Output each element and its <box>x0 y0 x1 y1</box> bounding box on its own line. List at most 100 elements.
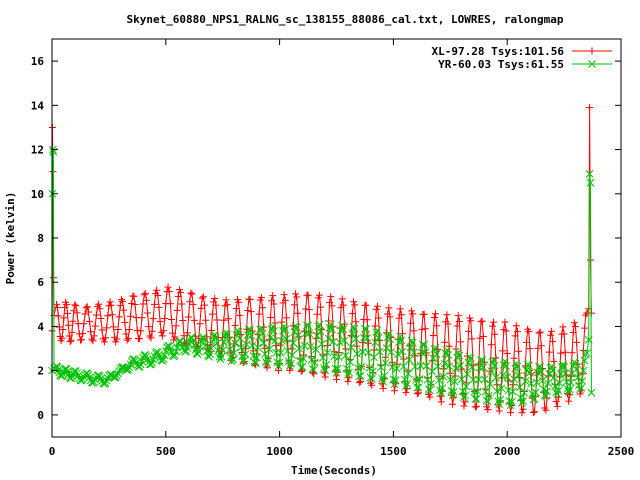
data-point <box>317 340 326 348</box>
data-point <box>55 323 63 331</box>
data-point <box>509 387 517 396</box>
data-point <box>323 348 332 357</box>
data-point <box>303 321 311 330</box>
data-point <box>485 391 493 400</box>
data-point <box>420 340 428 349</box>
data-point <box>95 300 103 308</box>
data-point <box>211 294 219 302</box>
data-point <box>488 322 496 330</box>
data-point <box>270 300 278 308</box>
data-point <box>536 328 544 336</box>
data-point <box>433 362 442 371</box>
data-point <box>363 334 372 342</box>
data-point <box>187 289 195 297</box>
data-point <box>215 352 224 361</box>
data-point <box>538 376 547 385</box>
data-point <box>71 301 79 309</box>
data-point <box>396 305 404 313</box>
data-point <box>280 291 288 299</box>
data-point <box>552 397 560 405</box>
data-point <box>309 366 318 374</box>
data-point <box>265 345 274 353</box>
data-point <box>484 397 492 406</box>
data-point <box>248 341 257 350</box>
data-point <box>84 370 93 379</box>
data-point <box>443 311 451 319</box>
data-point <box>83 303 91 311</box>
data-point <box>580 356 589 365</box>
data-point <box>559 323 567 331</box>
data-point <box>113 335 121 343</box>
data-point <box>491 373 500 382</box>
data-point <box>548 366 557 374</box>
data-point <box>178 300 186 308</box>
data-point <box>515 347 523 355</box>
data-point <box>420 310 428 318</box>
data-point <box>114 326 122 334</box>
data-point <box>78 336 86 344</box>
legend-marker <box>588 60 596 68</box>
data-point <box>499 347 507 355</box>
data-point <box>258 329 267 338</box>
data-point <box>429 332 437 340</box>
data-point <box>127 312 135 320</box>
data-point <box>198 294 206 302</box>
data-point <box>397 336 406 345</box>
data-point <box>381 359 390 367</box>
data-point <box>140 291 148 299</box>
y-tick-label: 0 <box>37 409 44 422</box>
data-point <box>285 362 294 370</box>
data-point <box>185 313 193 321</box>
data-point <box>531 388 540 397</box>
data-point <box>54 312 62 320</box>
data-point <box>577 384 586 392</box>
data-point <box>282 314 290 322</box>
data-point <box>435 376 443 384</box>
data-point <box>137 327 145 335</box>
data-point <box>351 335 360 343</box>
data-point <box>68 328 76 336</box>
data-point <box>573 373 582 382</box>
data-point <box>67 336 75 344</box>
data-point <box>153 348 162 357</box>
data-point <box>414 389 422 397</box>
data-point <box>557 349 565 357</box>
data-point <box>271 319 279 327</box>
data-point <box>91 322 99 330</box>
data-point <box>101 334 109 342</box>
data-point <box>367 375 376 383</box>
data-point <box>223 330 232 339</box>
data-point <box>399 362 408 371</box>
data-point <box>467 317 475 325</box>
data-point <box>282 334 291 343</box>
data-point <box>375 314 383 322</box>
data-point <box>398 347 407 356</box>
data-point <box>567 378 575 387</box>
data-point <box>286 366 294 374</box>
data-point <box>298 366 306 374</box>
data-point <box>237 343 245 352</box>
data-point <box>254 343 262 352</box>
data-point <box>549 337 557 345</box>
data-point <box>106 370 114 379</box>
x-tick-label: 2000 <box>494 445 521 458</box>
data-point <box>65 332 73 340</box>
legend-label: YR-60.03 Tsys:61.55 <box>438 58 564 71</box>
data-point <box>522 366 531 375</box>
data-point <box>503 373 512 381</box>
data-point <box>539 385 548 394</box>
data-point <box>183 329 191 337</box>
data-point <box>425 386 434 395</box>
data-point <box>169 329 177 337</box>
data-point <box>316 327 325 336</box>
y-tick-label: 16 <box>31 55 45 68</box>
data-point <box>560 330 568 338</box>
data-point <box>433 322 441 330</box>
data-point <box>252 353 261 362</box>
data-point <box>296 356 304 365</box>
data-point <box>456 361 465 370</box>
data-point <box>386 313 394 321</box>
data-point <box>240 356 249 365</box>
data-point <box>59 326 67 334</box>
data-point <box>581 324 589 332</box>
